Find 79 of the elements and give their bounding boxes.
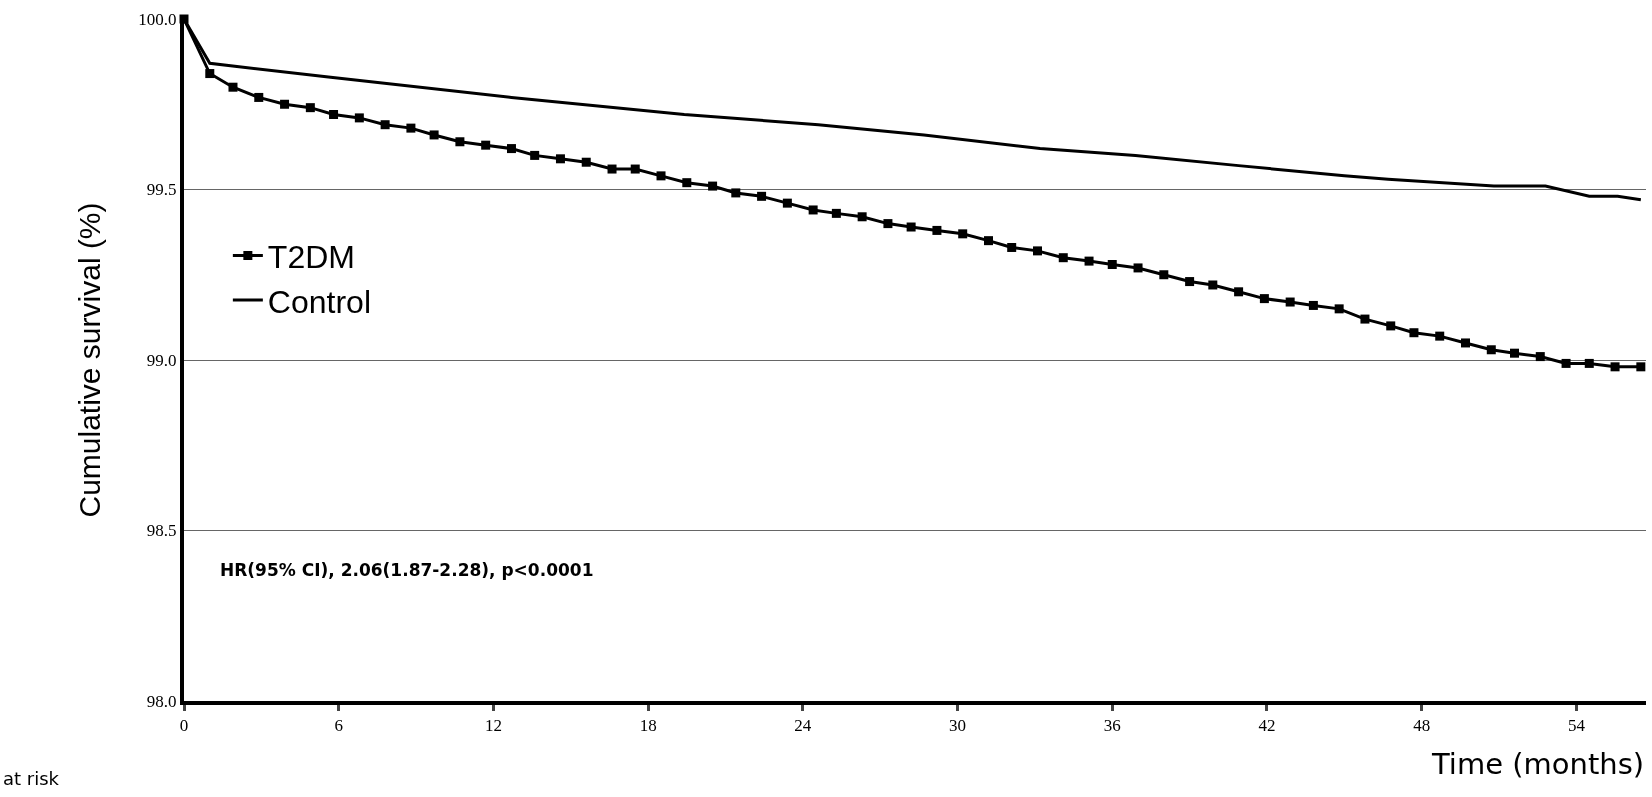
- point: [1308, 300, 1318, 310]
- point: [1610, 362, 1620, 372]
- point: [1007, 242, 1017, 252]
- point: [1208, 280, 1218, 290]
- point: [782, 198, 792, 208]
- point: [983, 236, 993, 246]
- x-tick-label: 24: [794, 716, 812, 736]
- point: [1636, 362, 1646, 372]
- point: [932, 225, 942, 235]
- y-axis-title: Cumulative survival (%): [72, 202, 106, 518]
- point: [1133, 263, 1143, 273]
- point: [280, 99, 290, 109]
- point: [1334, 304, 1344, 314]
- point: [607, 164, 617, 174]
- point: [708, 181, 718, 191]
- point: [1435, 331, 1445, 341]
- x-tick-label: 54: [1567, 716, 1586, 736]
- point: [1159, 270, 1169, 280]
- point: [1510, 348, 1519, 358]
- point: [481, 140, 491, 150]
- point: [1584, 358, 1594, 368]
- point: [656, 171, 666, 181]
- point: [1058, 253, 1068, 263]
- point: [329, 109, 339, 119]
- point: [1285, 297, 1295, 307]
- point: [305, 103, 315, 113]
- point: [958, 229, 968, 239]
- point: [530, 150, 540, 160]
- legend-label: T2DM: [267, 238, 355, 275]
- point: [228, 82, 238, 92]
- point: [380, 120, 390, 130]
- y-tick-label: 98.5: [146, 521, 177, 541]
- point: [1486, 345, 1496, 355]
- point: [906, 222, 916, 232]
- point: [857, 212, 867, 222]
- legend-label: Control: [267, 283, 372, 320]
- point: [455, 137, 465, 147]
- point: [581, 157, 591, 167]
- y-tick-label: 99.0: [146, 350, 177, 370]
- x-tick-label: 36: [1103, 716, 1121, 736]
- x-tick-label: 48: [1413, 716, 1431, 736]
- x-tick-label: 12: [484, 716, 502, 736]
- point: [883, 219, 893, 229]
- point: [757, 191, 767, 201]
- point: [630, 164, 640, 174]
- x-tick-label: 42: [1258, 716, 1276, 736]
- point: [682, 178, 692, 188]
- point: [506, 144, 516, 154]
- point: [1084, 256, 1094, 266]
- y-tick-label: 98.0: [146, 691, 177, 711]
- x-axis-title: Time (months): [1431, 747, 1645, 781]
- point: [1386, 321, 1396, 331]
- x-tick-label: 18: [639, 716, 657, 736]
- y-tick-label: 100.0: [138, 9, 177, 29]
- point: [1409, 328, 1419, 338]
- point: [1360, 314, 1370, 324]
- annotation: HR(95% CI), 2.06(1.87-2.28), p<0.0001: [220, 560, 594, 580]
- point: [1535, 352, 1545, 362]
- point: [555, 154, 565, 164]
- point: [1107, 260, 1117, 270]
- point: [1234, 287, 1244, 297]
- y-tick-label: 99.5: [146, 180, 177, 200]
- point: [354, 113, 364, 123]
- point: [808, 205, 818, 215]
- point: [406, 123, 416, 133]
- point: [1185, 277, 1195, 287]
- point: [1032, 246, 1042, 256]
- point: [731, 188, 741, 198]
- x-tick-label: 30: [949, 716, 967, 736]
- point: [1461, 338, 1471, 348]
- x-tick-label: 0: [179, 716, 189, 736]
- x-tick-label: 6: [334, 716, 343, 736]
- point: [1259, 294, 1269, 304]
- text: at risk: [3, 768, 60, 789]
- point: [429, 130, 439, 140]
- point: [205, 69, 215, 79]
- point: [254, 92, 264, 102]
- point: [1561, 358, 1571, 368]
- point: [831, 208, 841, 218]
